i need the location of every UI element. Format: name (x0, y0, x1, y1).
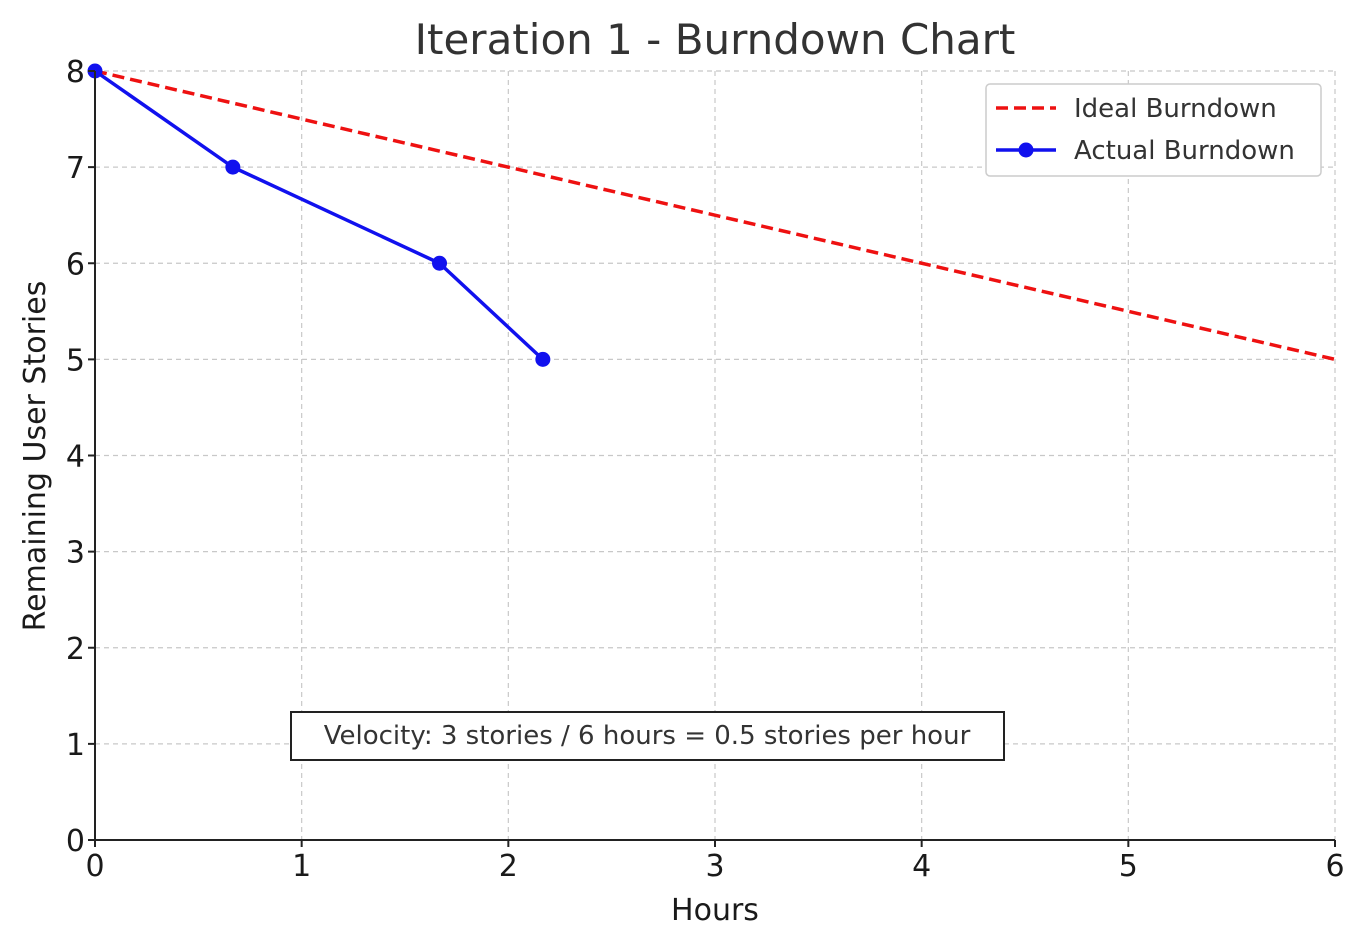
legend: Ideal Burndown Actual Burndown (985, 83, 1322, 177)
legend-box (985, 83, 1322, 177)
y-tick-label: 2 (66, 632, 85, 667)
legend-ideal-label: Ideal Burndown (1074, 94, 1277, 124)
data-point (225, 159, 241, 175)
ticks: 0 1 2 3 4 5 6 0 1 2 3 4 5 6 7 8 (66, 55, 1345, 884)
series-line-actual (93, 69, 545, 361)
chart-title: Iteration 1 - Burndown Chart (415, 15, 1016, 64)
y-tick-label: 3 (66, 536, 85, 571)
x-tick-label: 2 (499, 849, 518, 884)
velocity-annotation-box (290, 711, 1005, 761)
y-tick-label: 7 (66, 151, 85, 186)
velocity-annotation: Velocity: 3 stories / 6 hours = 0.5 stor… (290, 711, 1005, 761)
x-tick-label: 1 (292, 849, 311, 884)
legend-actual-marker (1018, 142, 1034, 158)
y-tick-label: 1 (66, 728, 85, 763)
series-line-ideal (94, 69, 1336, 362)
data-point (432, 255, 448, 271)
x-tick-label: 0 (85, 849, 104, 884)
x-tick-label: 3 (705, 849, 724, 884)
y-tick-label: 6 (66, 247, 85, 282)
velocity-annotation-text: Velocity: 3 stories / 6 hours = 0.5 stor… (324, 721, 971, 751)
y-tick-label: 5 (66, 343, 85, 378)
x-axis-label: Hours (671, 893, 759, 928)
x-tick-label: 6 (1325, 849, 1344, 884)
x-tick-label: 4 (912, 849, 931, 884)
y-tick-label: 4 (66, 440, 85, 475)
x-tick-label: 5 (1119, 849, 1138, 884)
legend-actual-label: Actual Burndown (1074, 136, 1295, 166)
y-axis-label: Remaining User Stories (18, 281, 53, 632)
data-point (535, 351, 551, 367)
y-tick-label: 0 (66, 824, 85, 859)
y-tick-label: 8 (66, 55, 85, 90)
